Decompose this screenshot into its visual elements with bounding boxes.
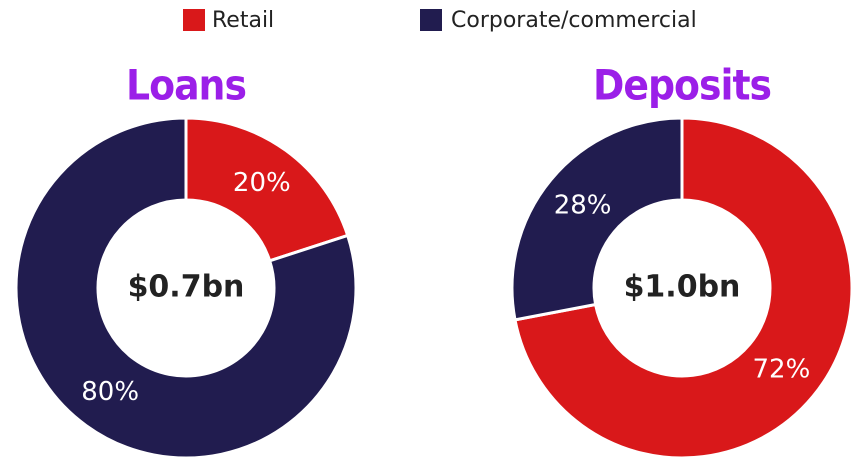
chart-title: Loans [126,61,246,110]
chart-title: Deposits [593,61,771,110]
value-label: 28% [554,190,612,220]
legend-label: Retail [212,8,274,33]
legend-swatch [420,9,442,31]
donut-slice [184,116,350,263]
center-label: $1.0bn [624,270,741,305]
legend-swatch [183,9,205,31]
value-label: 72% [752,355,810,385]
center-label: $0.7bn [128,270,245,305]
value-label: 20% [233,168,291,198]
donut-slice [513,116,854,457]
legend-label: Corporate/commercial [451,8,697,33]
donut-slice [14,116,358,457]
donut-slice [510,116,684,322]
value-label: 80% [81,377,139,407]
